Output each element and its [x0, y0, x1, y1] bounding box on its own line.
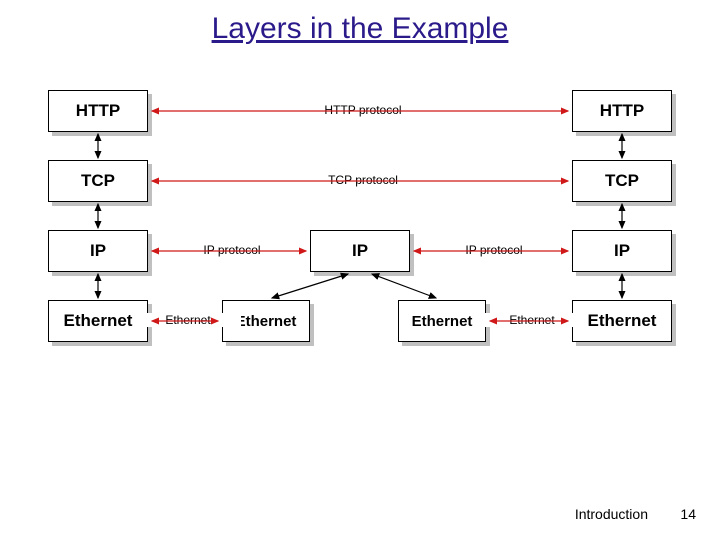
- label-eth-left: Ethernet: [135, 313, 241, 327]
- slide-title: Layers in the Example: [0, 12, 720, 46]
- label-tcp-protocol: TCP protocol: [310, 173, 416, 187]
- label-ip-protocol-right: IP protocol: [441, 243, 547, 257]
- right-ip-box: IP: [572, 230, 672, 272]
- label-eth-right: Ethernet: [479, 313, 585, 327]
- label-ip-protocol-left: IP protocol: [179, 243, 285, 257]
- right-tcp-box: TCP: [572, 160, 672, 202]
- right-ethernet-box: Ethernet: [572, 300, 672, 342]
- left-ip-box: IP: [48, 230, 148, 272]
- left-http-box: HTTP: [48, 90, 148, 132]
- left-ethernet-box: Ethernet: [48, 300, 148, 342]
- right-http-box: HTTP: [572, 90, 672, 132]
- mid-ip-box: IP: [310, 230, 410, 272]
- footer-section: Introduction: [575, 506, 648, 522]
- mid-eth-right-box: Ethernet: [398, 300, 486, 342]
- footer-page: 14: [680, 506, 696, 522]
- left-tcp-box: TCP: [48, 160, 148, 202]
- label-http-protocol: HTTP protocol: [310, 103, 416, 117]
